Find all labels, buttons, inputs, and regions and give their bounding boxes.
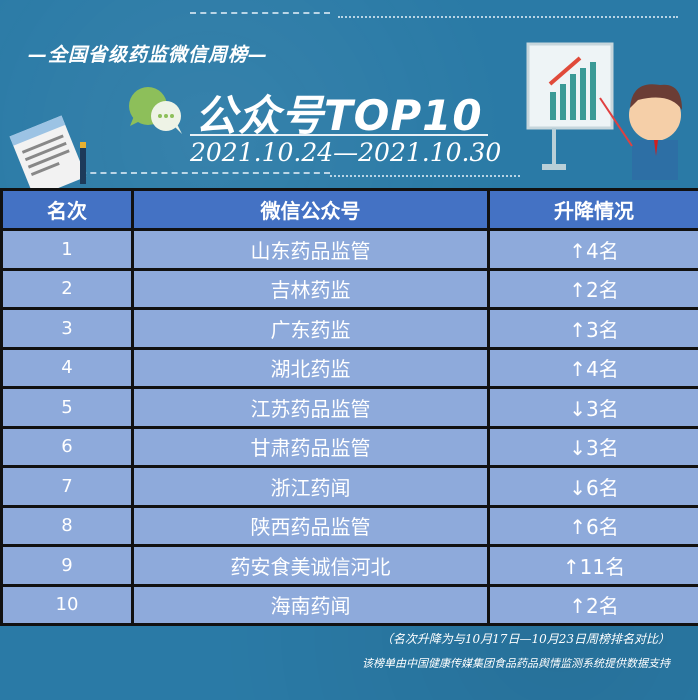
rank-change-cell: ↑4名 bbox=[487, 228, 698, 271]
decor-dots bbox=[338, 16, 678, 18]
decor-dash bbox=[190, 12, 330, 14]
table-row: 1 山东药品监管 ↑4名 bbox=[0, 228, 698, 271]
rank-cell: 7 bbox=[0, 465, 134, 508]
rank-cell: 4 bbox=[0, 346, 134, 389]
rank-cell: 2 bbox=[0, 267, 134, 310]
date-range: 2021.10.24—2021.10.30 bbox=[190, 138, 502, 167]
rank-change-cell: ↑4名 bbox=[487, 346, 698, 389]
table-row: 2 吉林药监 ↑2名 bbox=[0, 267, 698, 310]
rank-change-cell: ↑2名 bbox=[487, 267, 698, 310]
rank-change-cell: ↓6名 bbox=[487, 465, 698, 508]
rank-cell: 5 bbox=[0, 386, 134, 429]
rank-change-cell: ↑2名 bbox=[487, 583, 698, 626]
ranking-table: 名次 微信公众号 升降情况 1 山东药品监管 ↑4名 2 吉林药监 ↑2名 3 广东药监 ↑3名… bbox=[0, 188, 698, 626]
page-title: 公众号TOP10 bbox=[195, 91, 483, 140]
table-row: 3 广东药监 ↑3名 bbox=[0, 307, 698, 350]
title-divider bbox=[190, 134, 488, 136]
account-name-cell: 浙江药闻 bbox=[131, 465, 490, 508]
presenter-chart-illustration bbox=[526, 42, 682, 180]
decor-dash bbox=[70, 172, 330, 174]
table-row: 10 海南药闻 ↑2名 bbox=[0, 583, 698, 626]
contract-document-icon bbox=[9, 115, 87, 188]
wechat-bubble-icon bbox=[129, 87, 182, 134]
column-header-change: 升降情况 bbox=[487, 188, 698, 231]
rank-change-cell: ↑6名 bbox=[487, 504, 698, 547]
rank-change-cell: ↓3名 bbox=[487, 425, 698, 468]
account-name-cell: 药安食美诚信河北 bbox=[131, 544, 490, 587]
table-row: 6 甘肃药品监管 ↓3名 bbox=[0, 425, 698, 468]
rank-change-cell: ↑11名 bbox=[487, 544, 698, 587]
rank-cell: 9 bbox=[0, 544, 134, 587]
rank-cell: 10 bbox=[0, 583, 134, 626]
subtitle: —全国省级药监微信周榜— bbox=[28, 44, 269, 66]
comparison-note: （名次升降为与10月17日—10月23日周榜排名对比） bbox=[380, 632, 670, 646]
rank-change-cell: ↓3名 bbox=[487, 386, 698, 429]
account-name-cell: 海南药闻 bbox=[131, 583, 490, 626]
account-name-cell: 甘肃药品监管 bbox=[131, 425, 490, 468]
column-header-rank: 名次 bbox=[0, 188, 134, 231]
rank-cell: 1 bbox=[0, 228, 134, 271]
account-name-cell: 江苏药品监管 bbox=[131, 386, 490, 429]
account-name-cell: 湖北药监 bbox=[131, 346, 490, 389]
account-name-cell: 广东药监 bbox=[131, 307, 490, 350]
column-header-account: 微信公众号 bbox=[131, 188, 490, 231]
data-source-note: 该榜单由中国健康传媒集团食品药品舆情监测系统提供数据支持 bbox=[362, 657, 670, 670]
table-row: 4 湖北药监 ↑4名 bbox=[0, 346, 698, 389]
decor-dots bbox=[330, 175, 520, 177]
account-name-cell: 山东药品监管 bbox=[131, 228, 490, 271]
table-header-row: 名次 微信公众号 升降情况 bbox=[0, 188, 698, 231]
table-row: 8 陕西药品监管 ↑6名 bbox=[0, 504, 698, 547]
account-name-cell: 陕西药品监管 bbox=[131, 504, 490, 547]
table-row: 7 浙江药闻 ↓6名 bbox=[0, 465, 698, 508]
table-row: 9 药安食美诚信河北 ↑11名 bbox=[0, 544, 698, 587]
rank-cell: 8 bbox=[0, 504, 134, 547]
rank-cell: 6 bbox=[0, 425, 134, 468]
table-row: 5 江苏药品监管 ↓3名 bbox=[0, 386, 698, 429]
account-name-cell: 吉林药监 bbox=[131, 267, 490, 310]
rank-change-cell: ↑3名 bbox=[487, 307, 698, 350]
rank-cell: 3 bbox=[0, 307, 134, 350]
